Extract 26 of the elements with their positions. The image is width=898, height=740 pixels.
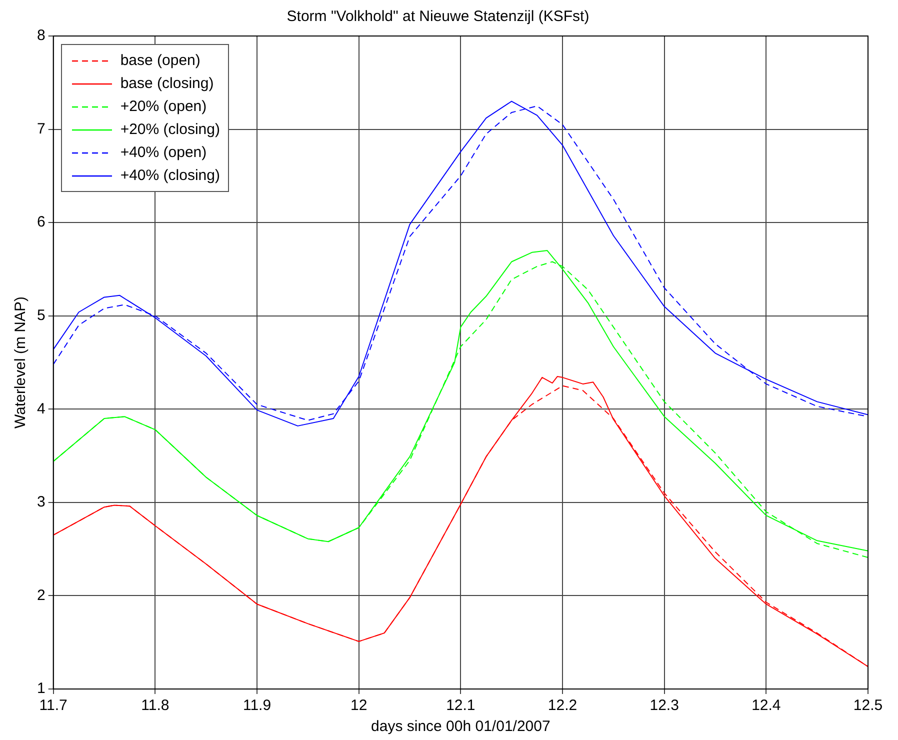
y-tick-label: 5 xyxy=(37,307,46,324)
x-tick-label: 12.1 xyxy=(446,697,476,714)
y-tick-label: 3 xyxy=(37,494,46,511)
y-axis-title: Waterlevel (m NAP) xyxy=(12,296,30,428)
y-tick-label: 4 xyxy=(37,400,46,418)
y-tick-label: 7 xyxy=(37,120,46,138)
x-tick-label: 12.4 xyxy=(752,697,781,714)
y-tick-label: 8 xyxy=(37,27,46,44)
y-tick-label: 1 xyxy=(37,680,46,698)
y-tick-label: 2 xyxy=(37,586,46,604)
legend-label: base (closing) xyxy=(120,74,214,94)
x-tick-label: 11.7 xyxy=(39,697,68,714)
x-tick-label: 12.2 xyxy=(548,697,578,714)
x-tick-label: 11.8 xyxy=(141,697,170,714)
legend-label: +20% (open) xyxy=(120,97,207,117)
legend-label: base (open) xyxy=(120,51,200,71)
x-tick-label: 12 xyxy=(350,697,368,714)
legend-label: +40% (closing) xyxy=(120,166,220,186)
x-tick-label: 11.9 xyxy=(242,697,272,714)
legend-label: +20% (closing) xyxy=(120,120,220,140)
x-axis-title: days since 00h 01/01/2007 xyxy=(371,718,550,736)
chart-title: Storm "Volkhold" at Nieuwe Statenzijl (KSFst) xyxy=(286,8,590,26)
x-tick-label: 12.5 xyxy=(853,697,883,714)
legend-label: +40% (open) xyxy=(120,143,207,163)
x-tick-label: 12.3 xyxy=(650,697,679,714)
y-tick-label: 6 xyxy=(37,214,46,231)
